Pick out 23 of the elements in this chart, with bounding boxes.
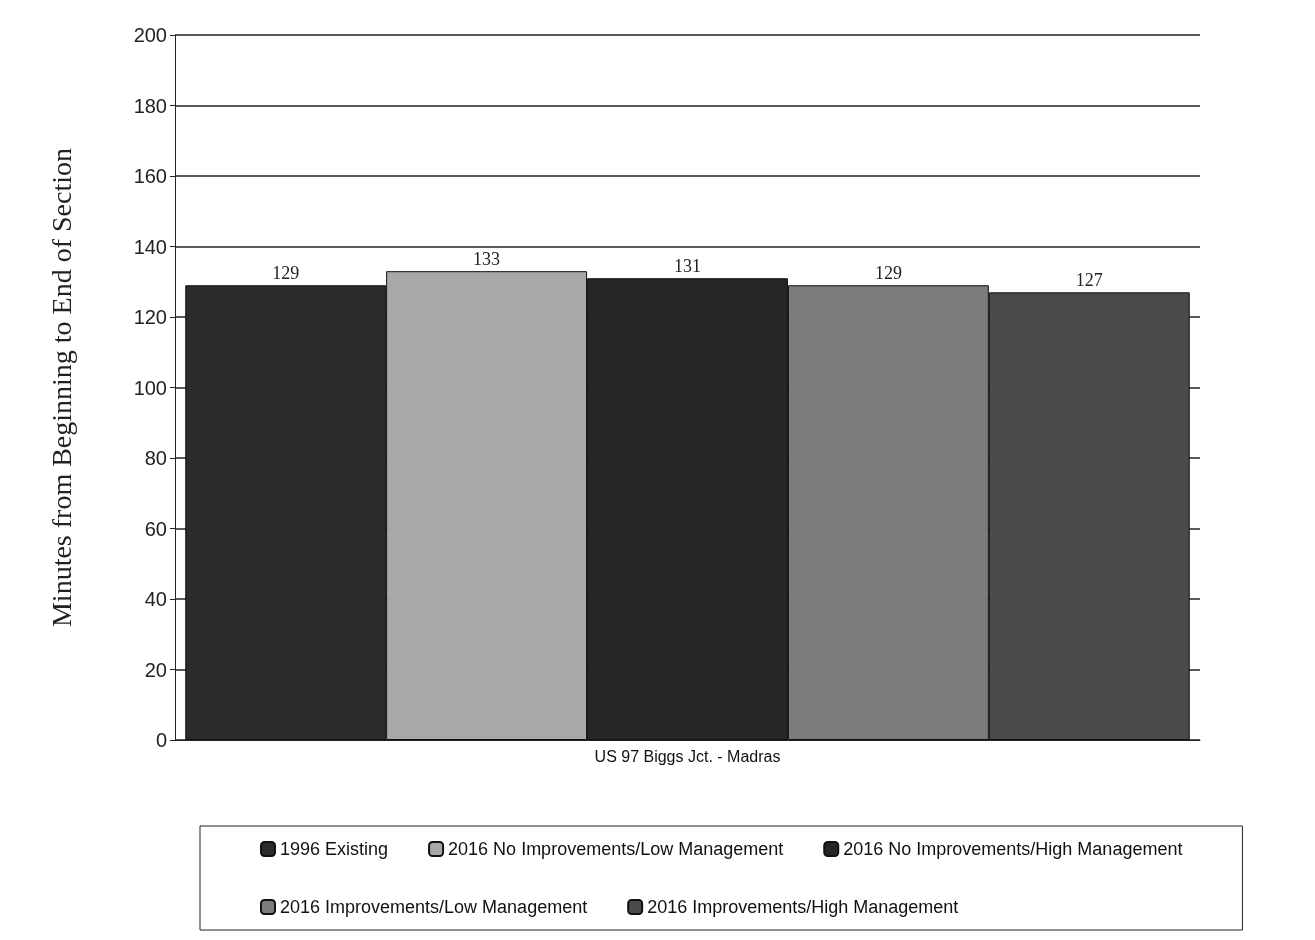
legend-label: 2016 No Improvements/High Management	[843, 839, 1183, 859]
y-tick-label: 80	[144, 447, 167, 469]
data-label: 131	[674, 256, 701, 277]
y-tick-label: 60	[144, 517, 167, 540]
y-tick-label: 180	[133, 94, 167, 117]
x-tick-label: US 97 Biggs Jct. - Madras	[594, 747, 781, 765]
legend-label: 2016 Improvements/Low Management	[280, 897, 588, 917]
y-tick-label: 140	[133, 235, 167, 258]
y-tick-label: 160	[133, 165, 167, 187]
legend-label: 1996 Existing	[280, 839, 389, 859]
data-label: 129	[272, 263, 300, 284]
data-label: 129	[874, 263, 902, 284]
legend-label: 2016 Improvements/High Management	[647, 897, 959, 917]
y-tick-label: 20	[144, 658, 167, 681]
y-tick-label: 120	[133, 306, 167, 328]
y-tick-label: 200	[133, 24, 167, 46]
data-label: 127	[1075, 270, 1103, 291]
y-tick-label: 100	[133, 376, 167, 399]
y-tick-label: 0	[155, 729, 167, 751]
y-tick-label: 40	[144, 588, 167, 610]
legend-label: 2016 No Improvements/Low Management	[448, 839, 784, 859]
data-label: 133	[473, 249, 501, 270]
y-axis-title: Minutes from Beginning to End of Section	[45, 147, 77, 628]
